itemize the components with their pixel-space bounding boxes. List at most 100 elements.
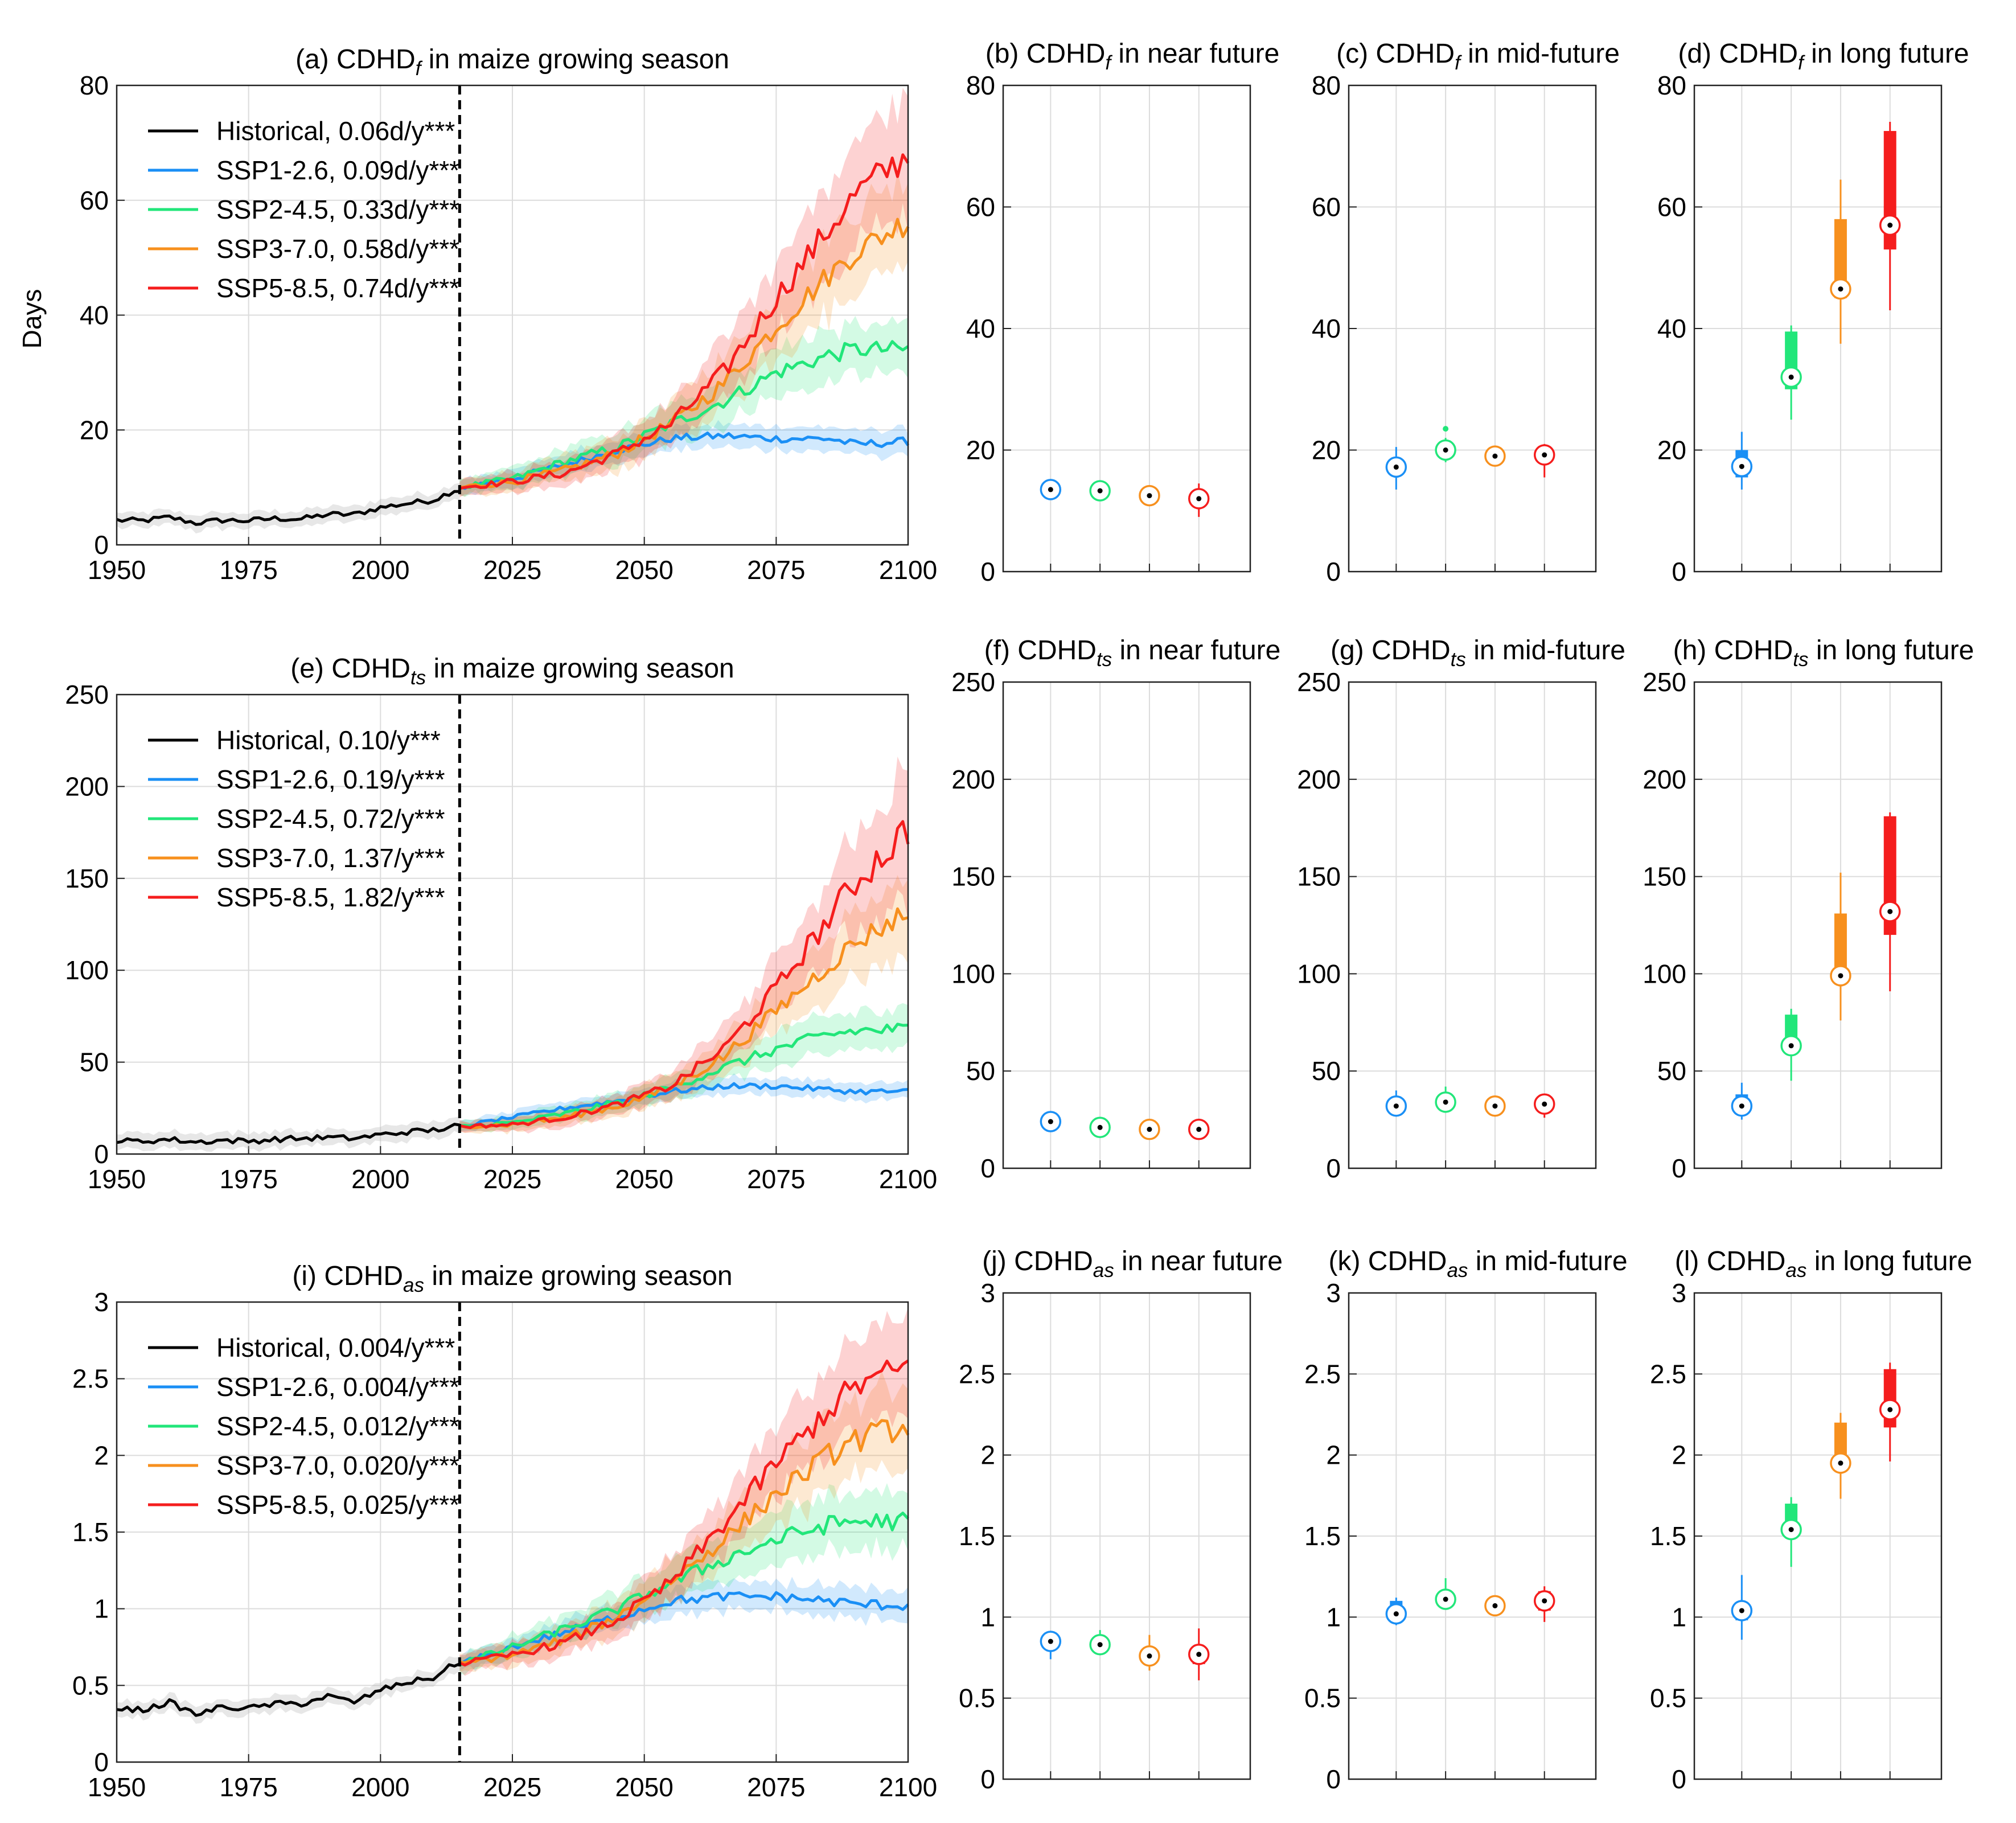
ssp5-8-5-median-dot (1196, 1127, 1202, 1132)
y-tick-label: 3 (980, 1278, 995, 1308)
legend-label-ssp1-2-6: SSP1-2.6, 0.004/y*** (216, 1372, 459, 1402)
y-tick-label: 2 (1672, 1440, 1686, 1470)
ssp3-7-0-uncertainty-band (459, 171, 908, 497)
y-tick-label: 1.5 (1304, 1521, 1341, 1551)
title-prefix: (f) CDHD (984, 635, 1097, 666)
y-tick-label: 0 (94, 530, 109, 560)
ssp2-4-5-median-dot (1788, 374, 1794, 380)
ssp3-7-0-median-dot (1838, 1460, 1843, 1466)
title-subscript: ts (1097, 648, 1112, 671)
ssp2-4-5-median-dot (1097, 1124, 1103, 1130)
ssp1-2-6-median-dot (1048, 1639, 1053, 1644)
ssp3-7-0-median-dot (1147, 1653, 1152, 1659)
x-tick-label: 2025 (483, 1164, 541, 1194)
ssp5-8-5-series-line (459, 153, 910, 490)
y-tick-label: 80 (1657, 71, 1686, 100)
x-tick-label: 2050 (615, 555, 673, 585)
plot-frame (1348, 1292, 1597, 1780)
x-tick-label: 1950 (88, 555, 146, 585)
y-tick-label: 0 (1672, 557, 1686, 586)
title-prefix: (e) CDHD (290, 654, 410, 684)
title-subscript: as (403, 1274, 424, 1296)
ssp2-4-5-series-line (459, 340, 909, 490)
ssp2-4-5-median-dot (1443, 447, 1448, 453)
panel-c-title: (c) CDHDf in mid-future (1336, 39, 1620, 74)
y-tick-label: 60 (966, 192, 995, 222)
title-suffix: in maize growing season (424, 1261, 733, 1291)
plot-frame (116, 1301, 909, 1763)
title-subscript: as (1093, 1259, 1114, 1282)
title-prefix: (c) CDHD (1336, 39, 1455, 69)
ssp1-2-6-median-dot (1739, 1103, 1744, 1109)
plot-frame (1348, 84, 1597, 573)
ssp1-2-6-median-dot (1393, 1103, 1399, 1109)
title-subscript: ts (1451, 648, 1466, 671)
y-tick-label: 60 (1312, 192, 1341, 222)
ssp1-2-6-series-line (459, 1591, 909, 1665)
y-tick-label: 2 (94, 1440, 109, 1470)
ssp5-8-5-median-dot (1887, 909, 1893, 914)
y-tick-label: 50 (1312, 1056, 1341, 1086)
plot-frame (116, 84, 909, 546)
historical-series-line (116, 1662, 461, 1717)
legend-label-ssp5-8-5: SSP5-8.5, 0.025/y*** (216, 1490, 459, 1520)
title-prefix: (a) CDHD (295, 44, 416, 75)
y-tick-label: 0 (1672, 1764, 1686, 1794)
y-tick-label: 1.5 (72, 1517, 109, 1547)
y-tick-label: 250 (1297, 667, 1341, 697)
y-tick-label: 0 (94, 1139, 109, 1169)
y-tick-label: 0 (94, 1747, 109, 1777)
historical-series-line (116, 1123, 460, 1145)
ssp5-8-5-uncertainty-band (459, 1307, 908, 1676)
panel-j-boxplot: 0 0.5 1 1.5 2 2.5 3(j) CDHDas in near future (959, 1246, 1283, 1794)
ssp3-7-0-median-dot (1492, 453, 1498, 459)
y-tick-label: 2 (980, 1440, 995, 1470)
legend-label-ssp3-7-0: SSP3-7.0, 0.020/y*** (216, 1451, 459, 1480)
y-tick-label: 3 (94, 1287, 109, 1317)
legend-label-ssp1-2-6: SSP1-2.6, 0.19/y*** (216, 765, 445, 794)
y-tick-label: 0.5 (1304, 1684, 1341, 1713)
y-tick-label: 40 (1312, 314, 1341, 343)
legend-label-ssp1-2-6: SSP1-2.6, 0.09d/y*** (216, 155, 459, 185)
y-tick-label: 20 (1657, 436, 1686, 465)
y-tick-label: 40 (966, 314, 995, 343)
x-tick-label: 1975 (219, 555, 277, 585)
y-tick-label: 50 (966, 1056, 995, 1086)
legend-label-ssp2-4-5: SSP2-4.5, 0.012/y*** (216, 1411, 459, 1441)
ssp2-4-5-median-dot (1097, 1642, 1103, 1648)
ssp1-2-6-median-dot (1048, 487, 1053, 492)
legend-label-historical: Historical, 0.10/y*** (216, 725, 441, 755)
ssp2-4-5-series-line (459, 1023, 909, 1128)
title-suffix: in mid-future (1468, 1246, 1627, 1276)
title-suffix: in mid-future (1460, 39, 1620, 69)
title-prefix: (b) CDHD (986, 39, 1106, 69)
ssp2-4-5-uncertainty-band (459, 1003, 908, 1133)
panel-g-title: (g) CDHDts in mid-future (1331, 635, 1625, 671)
plot-frame (1693, 1292, 1943, 1780)
y-tick-label: 80 (80, 71, 109, 100)
y-tick-label: 50 (80, 1048, 109, 1077)
ssp5-8-5-series-line (459, 820, 910, 1130)
ssp3-7-0-median-dot (1838, 286, 1843, 292)
y-tick-label: 200 (1297, 765, 1341, 794)
panel-f-boxplot: 0 50 100 150 200 250(f) CDHDts in near future (951, 635, 1280, 1183)
y-tick-label: 1 (1326, 1602, 1341, 1632)
x-tick-label: 2100 (879, 555, 937, 585)
y-tick-label: 150 (951, 862, 995, 892)
y-tick-label: 0.5 (72, 1670, 109, 1700)
y-tick-label: 200 (1643, 765, 1686, 794)
y-tick-label: 2.5 (1304, 1359, 1341, 1389)
y-tick-label: 3 (1672, 1278, 1686, 1308)
y-tick-label: 200 (951, 765, 995, 794)
ssp5-8-5-uncertainty-band (459, 88, 908, 498)
ssp3-7-0-median-dot (1492, 1103, 1498, 1109)
title-prefix: (i) CDHD (292, 1261, 403, 1291)
x-tick-label: 2000 (351, 1772, 409, 1802)
legend-label-ssp3-7-0: SSP3-7.0, 0.58d/y*** (216, 234, 459, 264)
y-tick-label: 2.5 (72, 1364, 109, 1394)
y-tick-label: 1.5 (959, 1521, 995, 1551)
plot-frame (1002, 681, 1251, 1169)
y-tick-label: 0 (980, 1153, 995, 1183)
title-prefix: (j) CDHD (982, 1246, 1093, 1276)
y-tick-label: 60 (1657, 192, 1686, 222)
